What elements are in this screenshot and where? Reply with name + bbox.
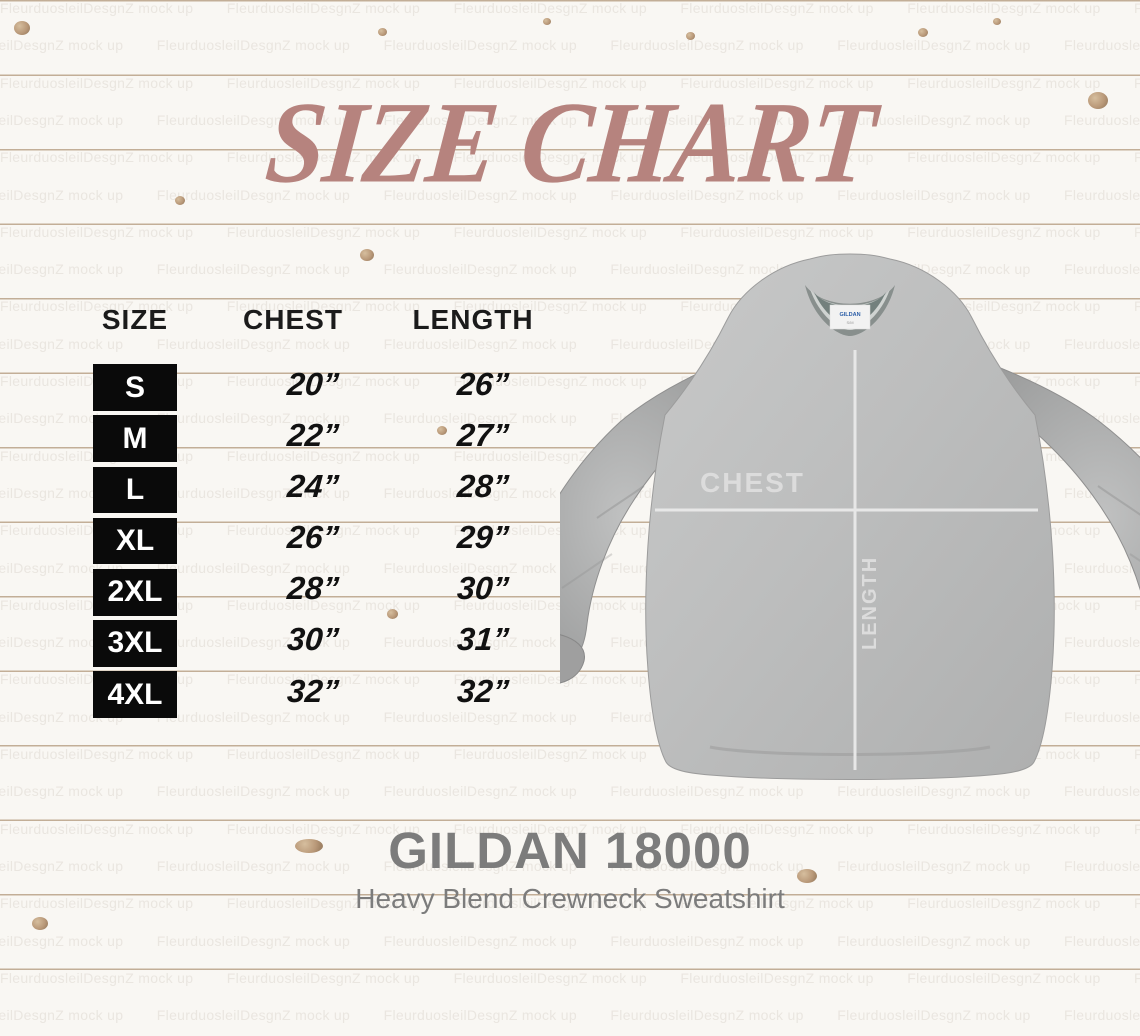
svg-text:GILDAN: GILDAN xyxy=(839,312,860,318)
svg-text:LENGTH: LENGTH xyxy=(859,556,881,650)
svg-text:CHEST: CHEST xyxy=(700,467,805,498)
svg-text:S/M: S/M xyxy=(846,320,853,325)
